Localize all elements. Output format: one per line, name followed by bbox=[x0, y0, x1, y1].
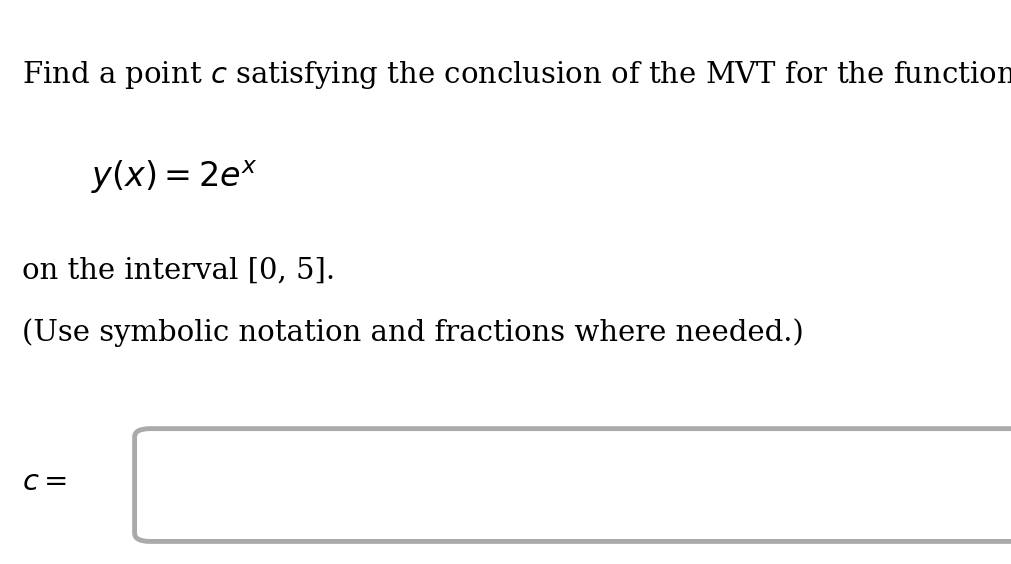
FancyBboxPatch shape bbox=[134, 429, 1011, 541]
Text: (Use symbolic notation and fractions where needed.): (Use symbolic notation and fractions whe… bbox=[22, 319, 803, 347]
Text: $y(x) = 2e^{x}$: $y(x) = 2e^{x}$ bbox=[91, 158, 258, 196]
Text: Find a point $c$ satisfying the conclusion of the MVT for the function: Find a point $c$ satisfying the conclusi… bbox=[22, 59, 1011, 91]
Text: $c =$: $c =$ bbox=[22, 468, 68, 496]
Text: on the interval [0, 5].: on the interval [0, 5]. bbox=[22, 257, 335, 285]
